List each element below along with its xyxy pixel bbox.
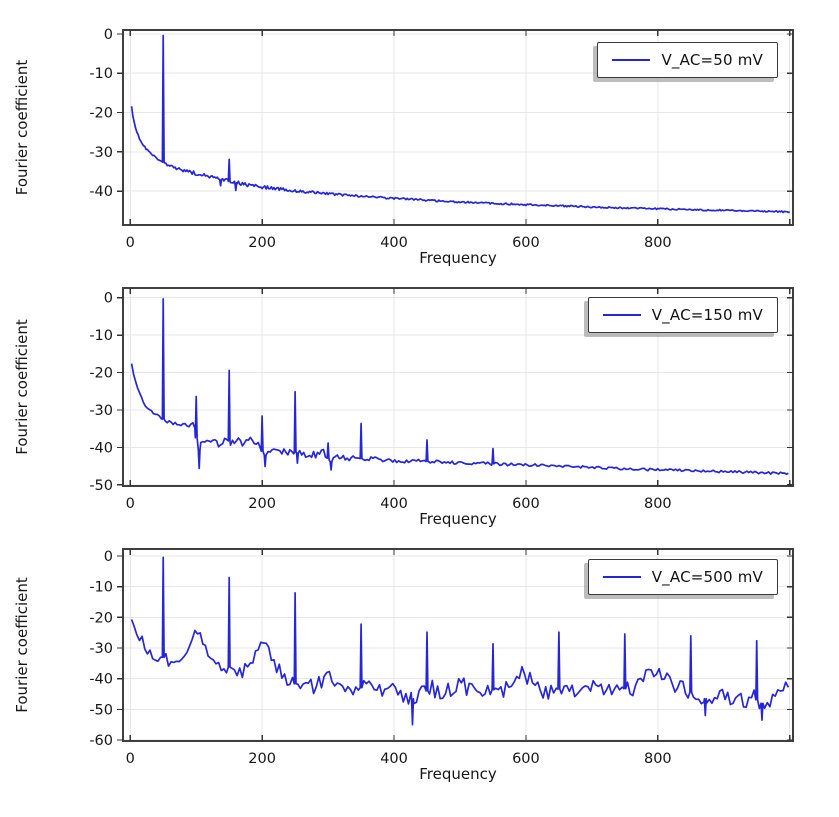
legend-label-3: V_AC=500 mV — [651, 568, 763, 586]
y-tick-label: -20 — [89, 106, 113, 122]
y-tick-label: -40 — [89, 184, 113, 200]
plot-frame — [122, 548, 794, 742]
x-tick-label: 400 — [380, 751, 408, 767]
y-tick-label: 0 — [104, 291, 113, 307]
y-tick-label: -10 — [89, 66, 113, 82]
legend-line-sample-icon — [602, 314, 641, 316]
y-tick-label: -20 — [89, 610, 113, 626]
subplot-2-block: 0 200 400 600 800 0 -10 -20 -30 -40 -50 Frequency Fo… — [0, 273, 839, 534]
x-tick-label: 200 — [248, 235, 276, 251]
y-axis-label: Fourier coefficient — [13, 319, 31, 455]
x-tick-label: 800 — [644, 235, 672, 251]
x-tick-label: 400 — [380, 235, 408, 251]
y-tick-label: 0 — [104, 549, 113, 565]
x-tick-label: 600 — [512, 751, 540, 767]
x-tick-label: 200 — [248, 751, 276, 767]
subplot-3-block: 0 200 400 600 800 0 -10 -20 -30 -40 -50 -60 Frequenc… — [0, 534, 839, 817]
x-tick-label: 0 — [126, 496, 135, 512]
legend-box-2: V_AC=150 mV — [587, 297, 778, 333]
x-axis-label: Frequency — [419, 510, 497, 528]
y-tick-label: -20 — [89, 366, 113, 382]
y-tick-label: -30 — [89, 145, 113, 161]
data-curve — [130, 34, 791, 214]
y-tick-label: -40 — [89, 672, 113, 688]
subplot-2-vac-150mv: 0 200 400 600 800 0 -10 -20 -30 -40 -50 Frequency Fo… — [13, 287, 794, 528]
subplot-1-block: 0 200 400 600 800 0 -10 -20 -30 -40 Frequency Fouri… — [0, 0, 839, 272]
x-tick-label: 400 — [380, 496, 408, 512]
y-tick-label: 0 — [104, 27, 113, 43]
legend-label-2: V_AC=150 mV — [651, 306, 763, 324]
subplot-3-vac-500mv: 0 200 400 600 800 0 -10 -20 -30 -40 -50 -60 Frequenc… — [13, 548, 794, 783]
x-axis-label: Frequency — [419, 249, 497, 267]
x-axis-label: Frequency — [419, 765, 497, 783]
legend-line-sample-icon — [612, 59, 651, 61]
data-curve — [130, 298, 789, 476]
plot-frame — [122, 287, 794, 487]
x-tick-label: 800 — [644, 496, 672, 512]
legend-box-3: V_AC=500 mV — [587, 559, 778, 595]
data-curve — [130, 556, 790, 726]
y-tick-label: -10 — [89, 328, 113, 344]
legend-box-1: V_AC=50 mV — [597, 42, 778, 78]
y-axis-label: Fourier coefficient — [13, 577, 31, 713]
subplot-1-vac-50mv: 0 200 400 600 800 0 -10 -20 -30 -40 Frequency Fouri… — [13, 27, 794, 267]
x-tick-label: 600 — [512, 235, 540, 251]
x-tick-label: 200 — [248, 496, 276, 512]
plot-frame — [122, 29, 794, 226]
x-tick-label: 600 — [512, 496, 540, 512]
y-tick-label: -10 — [89, 580, 113, 596]
legend-label-1: V_AC=50 mV — [661, 51, 763, 69]
legend-line-sample-icon — [602, 576, 641, 578]
x-tick-label: 800 — [644, 751, 672, 767]
x-tick-label: 0 — [126, 235, 135, 251]
y-tick-label: -60 — [89, 733, 113, 749]
y-tick-label: -30 — [89, 403, 113, 419]
y-tick-label: -40 — [89, 440, 113, 456]
y-tick-label: -30 — [89, 641, 113, 657]
y-tick-label: -50 — [89, 478, 113, 494]
y-tick-label: -50 — [89, 702, 113, 718]
x-tick-label: 0 — [126, 751, 135, 767]
y-axis-label: Fourier coefficient — [13, 60, 31, 196]
